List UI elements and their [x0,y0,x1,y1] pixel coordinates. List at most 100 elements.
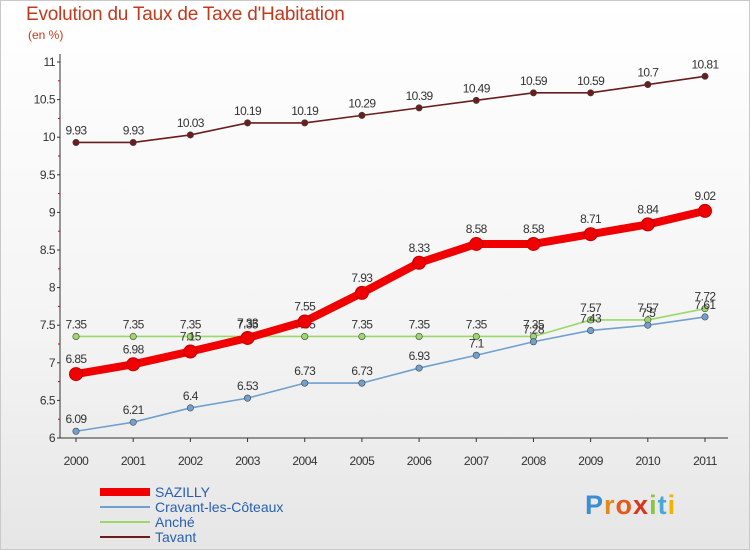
data-label: 6.53 [237,379,259,393]
legend-label: Tavant [155,528,197,545]
data-label: 7.1 [469,336,485,350]
data-label: 6.21 [123,403,145,417]
data-point [472,351,480,359]
data-point [583,227,598,242]
data-point [72,138,80,146]
data-label: 7.35 [66,317,88,331]
legend-item: Tavant [100,528,283,545]
logo-letter: t [657,490,668,520]
data-label: 7.35 [237,317,259,331]
data-point [240,330,255,345]
data-point [701,305,709,313]
data-point [587,316,595,324]
data-label: 7.57 [637,301,659,315]
legend-item: SAZILLY [100,483,283,500]
data-point [186,131,194,139]
data-label: 10.7 [637,66,659,80]
x-tick-label: 2006 [407,454,433,468]
chart-subtitle: (en %) [28,28,64,42]
data-point [529,89,537,97]
data-point [701,72,709,80]
data-label: 10.03 [177,116,205,130]
series-line [75,307,706,338]
logo-letter: r [604,490,616,520]
data-point [358,332,366,340]
legend-item: Anché [100,513,283,530]
logo-letter: o [615,490,634,520]
data-label: 7.28 [523,323,545,337]
data-point [587,326,595,334]
data-point [244,394,252,402]
data-label: 7.35 [409,317,431,331]
proxiti-logo: Proxiti [585,490,676,521]
data-point [301,379,309,387]
legend-swatch [100,535,150,538]
data-label: 6.73 [351,364,373,378]
y-tick-label: 10.5 [34,93,56,107]
logo-letter: x [633,490,650,520]
x-tick-label: 2004 [292,454,318,468]
series-line [72,206,709,379]
data-label: 8.58 [466,222,488,236]
data-point [415,104,423,112]
data-label: 6.4 [183,389,199,403]
x-tick-label: 2001 [121,454,147,468]
data-point [186,404,194,412]
legend-label: Cravant-les-Côteaux [155,498,284,515]
logo-letter: P [585,490,605,520]
legend-item: Cravant-les-Côteaux [100,498,284,515]
data-point [72,332,80,340]
data-point [644,321,652,329]
data-label: 10.19 [234,104,262,118]
x-tick-label: 2000 [64,454,90,468]
chart-title: Evolution du Taux de Taxe d'Habitation [26,4,345,25]
y-tick-label: 7 [49,356,56,370]
data-label: 7.55 [294,299,316,313]
data-point [129,418,137,426]
data-label: 10.59 [520,74,548,88]
data-point [469,236,484,251]
data-point [301,332,309,340]
data-label: 9.02 [695,189,717,203]
data-label: 7.61 [695,298,717,312]
data-label: 9.93 [123,123,145,137]
data-label: 10.59 [577,74,605,88]
y-tick-label: 8.5 [40,243,56,257]
y-tick-label: 9.5 [40,168,56,182]
data-label: 8.84 [637,202,659,216]
data-label: 7.35 [351,317,373,331]
data-point [529,338,537,346]
data-point [183,344,198,359]
data-point [472,96,480,104]
legend-label: Anché [155,513,195,530]
x-tick-label: 2011 [693,454,718,468]
legend-swatch [100,520,150,523]
y-tick-label: 11 [44,55,56,69]
data-point [415,332,423,340]
data-point [186,332,194,340]
data-point [698,203,712,218]
logo-letter: i [667,490,677,520]
data-point [526,236,541,251]
data-label: 6.93 [409,349,431,363]
data-label: 7.72 [695,290,717,304]
x-tick-label: 2009 [578,454,604,468]
x-tick-label: 2005 [350,454,376,468]
series-line [75,316,706,433]
legend-swatch [100,505,150,508]
legend-label: SAZILLY [155,483,210,500]
y-tick-label: 7.5 [40,318,56,332]
data-label: 10.39 [406,89,434,103]
data-label: 7.5 [640,306,656,320]
data-point [358,379,366,387]
y-tick-label: 9 [49,205,56,219]
data-label: 6.85 [66,352,88,366]
data-point [297,314,312,329]
data-label: 10.81 [691,57,719,71]
x-tick-label: 2003 [235,454,261,468]
data-label: 7.35 [466,317,488,331]
data-label: 10.19 [291,104,319,118]
data-label: 8.71 [580,212,602,226]
